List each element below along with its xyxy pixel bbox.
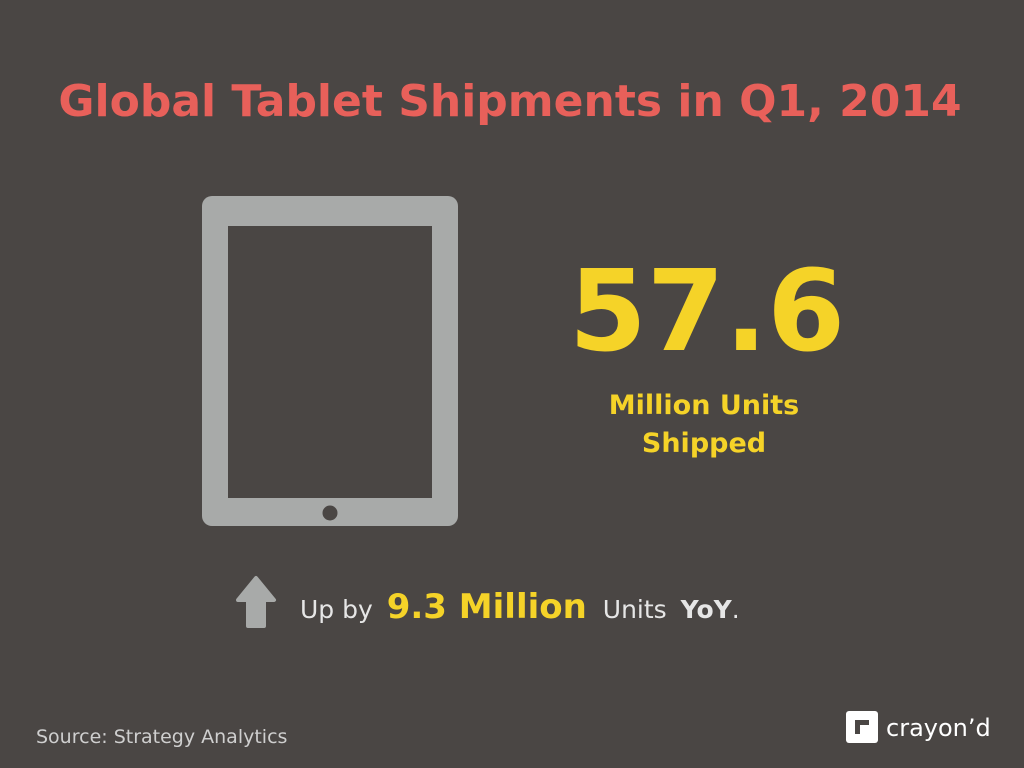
change-unit: Units <box>603 595 667 624</box>
change-lead: Up by <box>300 595 373 624</box>
tablet-icon <box>202 196 458 526</box>
logo: crayon’d <box>846 711 991 743</box>
change-amount: 9.3 Million <box>387 587 587 627</box>
home-button <box>322 505 338 521</box>
change-sentence: Up by 9.3 Million Units YoY. <box>300 587 740 627</box>
title: Global Tablet Shipments in Q1, 2014 <box>58 76 961 127</box>
headline-caption: Shipped <box>642 428 766 459</box>
change-period: YoY <box>680 595 733 624</box>
tablet-screen <box>228 226 432 498</box>
up-arrow-icon <box>236 576 276 628</box>
source: Source: Strategy Analytics <box>36 726 287 748</box>
headline-caption: Million Units <box>609 390 799 421</box>
logo-mark-cut <box>855 720 869 734</box>
change-end: . <box>732 595 740 624</box>
headline-number: 57.6 <box>569 247 845 377</box>
logo-mark <box>846 711 878 743</box>
logo-text: crayon’d <box>886 714 991 742</box>
